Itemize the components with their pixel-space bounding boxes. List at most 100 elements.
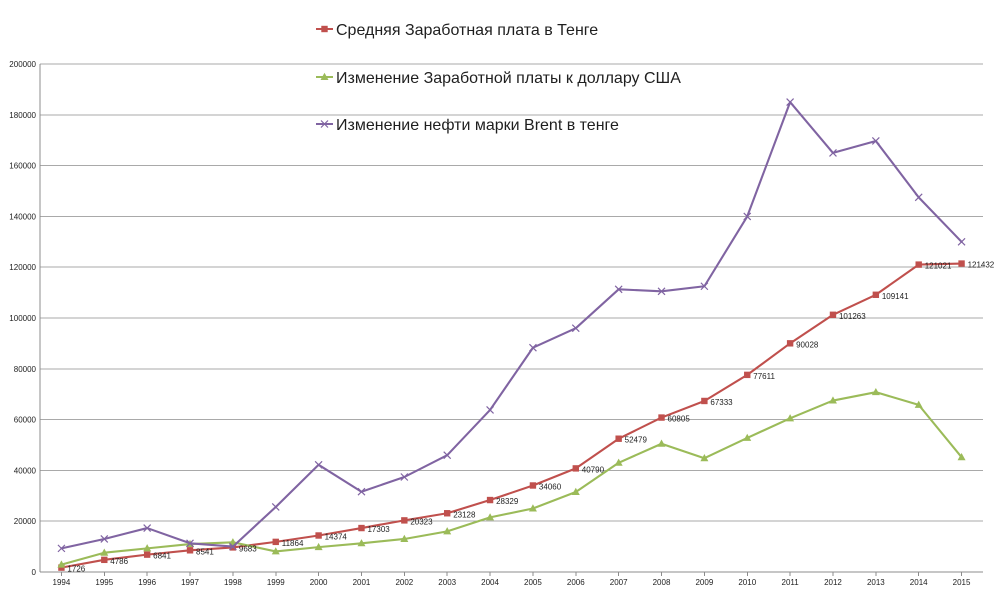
series-2-point [314, 542, 323, 551]
series-3-point [657, 287, 666, 296]
series-1-point [744, 371, 751, 379]
x-tick-label: 2010 [738, 578, 756, 587]
series-3-point [786, 98, 795, 107]
data-label: 23128 [453, 510, 476, 519]
series-3-point [443, 451, 452, 460]
series-1-point [658, 414, 665, 421]
series-2-point [914, 400, 923, 408]
series-1-point [701, 397, 708, 405]
series-3-point [700, 282, 709, 291]
x-tick-label: 2004 [481, 578, 499, 587]
series-3-point [871, 137, 880, 145]
x-tick-label: 2012 [824, 578, 842, 587]
data-label: 14374 [325, 532, 348, 541]
y-tick-label: 40000 [14, 466, 37, 475]
series-1-point [829, 311, 837, 318]
data-label: 121021 [925, 262, 952, 271]
x-tick-label: 2005 [524, 578, 542, 587]
series-1-point [529, 482, 537, 489]
x-tick-label: 2006 [567, 578, 585, 587]
label-layer: 1726 4786 6841 8541 9683 11864 14374 17303 20323… [67, 261, 994, 574]
x-tick-label: 2002 [395, 578, 413, 587]
data-label: 28329 [496, 497, 519, 506]
data-label: 109141 [882, 292, 909, 301]
series-2-point [57, 560, 66, 568]
legend: Средняя Заработная плата в Тенге Изменени… [316, 22, 681, 134]
series-1-point [872, 291, 880, 298]
series-2-point [486, 513, 495, 521]
x-tick-label: 2003 [438, 578, 456, 587]
data-label: 90028 [796, 340, 819, 349]
legend-label-1: Средняя Заработная плата в Тенге [336, 22, 598, 39]
series-3-point [271, 503, 280, 511]
x-tick-label: 1996 [138, 578, 156, 587]
x-tick-label: 2009 [695, 578, 713, 587]
series-2-point [271, 547, 280, 555]
y-tick-label: 100000 [9, 314, 36, 323]
series-2-point [700, 454, 709, 462]
y-tick-label: 200000 [9, 60, 36, 69]
series-3-point [829, 148, 837, 157]
x-tick-label: 1997 [181, 578, 199, 587]
series-2-point [357, 539, 366, 547]
series-2-point [957, 452, 966, 461]
series-2-point [828, 396, 837, 404]
series-1-point [786, 340, 794, 347]
series-3-point [957, 237, 966, 246]
y-tick-label: 140000 [9, 212, 36, 221]
grid-layer [40, 63, 983, 573]
x-tick-label: 2011 [782, 578, 800, 587]
series-3-point [357, 487, 366, 496]
x-tick-label: 2007 [610, 578, 628, 587]
series-3-point [143, 524, 152, 532]
data-label: 17303 [367, 525, 390, 534]
series-2-point [657, 439, 666, 447]
series-3-point [571, 324, 580, 333]
data-label: 52479 [625, 436, 648, 445]
legend-marker-3 [320, 120, 329, 128]
data-label: 1726 [67, 565, 85, 574]
series-1-point [444, 510, 451, 517]
y-tick-label: 20000 [14, 517, 37, 526]
series-2-point [400, 534, 409, 542]
data-label: 101263 [839, 312, 866, 321]
series-line-2 [60, 391, 963, 566]
x-tick-label: 1999 [267, 578, 285, 587]
y-tick-label: 80000 [14, 365, 37, 374]
data-label: 20323 [410, 517, 433, 526]
series-2-point [143, 544, 152, 552]
series-1-point [186, 547, 194, 554]
y-tick-label: 160000 [9, 162, 36, 171]
legend-marker-1 [321, 25, 328, 33]
series-2-point [614, 458, 623, 466]
series-2-point [743, 433, 752, 441]
series-3-point [57, 544, 66, 553]
series-2-point [571, 487, 580, 495]
data-label: 9683 [239, 544, 257, 553]
series-3-point [228, 542, 237, 551]
series-1-point [272, 538, 279, 546]
series-2-point [871, 387, 880, 396]
data-label: 4786 [110, 557, 128, 566]
series-layer [57, 98, 966, 571]
series-3-point [100, 535, 109, 543]
series-line-3 [60, 101, 963, 550]
series-1-point [958, 260, 965, 267]
series-3-point [914, 193, 923, 202]
series-3-point [529, 343, 537, 352]
data-label: 6841 [153, 552, 171, 561]
series-1-point [101, 556, 108, 564]
series-2-point [443, 527, 452, 535]
x-tick-label: 1994 [53, 578, 71, 587]
data-label: 34060 [539, 482, 562, 491]
data-label: 40790 [582, 465, 605, 474]
series-3-point [314, 460, 323, 469]
y-tick-label: 60000 [14, 416, 37, 425]
legend-label-2: Изменение Заработной платы к доллару США [336, 70, 681, 87]
series-1-point [486, 496, 494, 504]
series-2-point [100, 548, 109, 556]
series-1-point [615, 435, 622, 442]
series-3-point [486, 406, 494, 414]
